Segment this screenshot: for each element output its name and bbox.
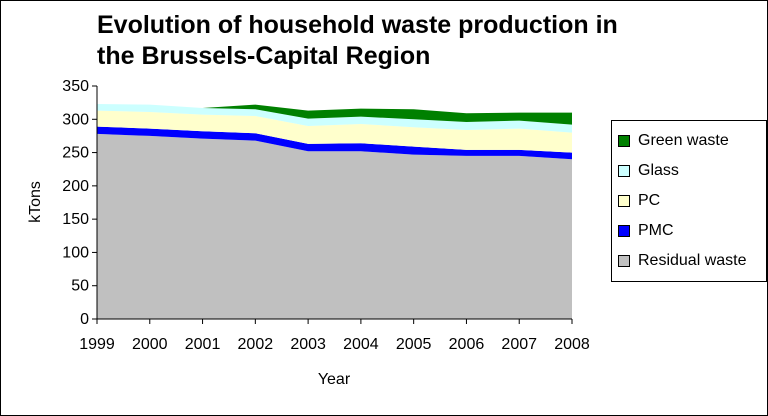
area-pc [97,110,572,153]
y-tick-label: 250 [62,145,89,162]
x-tick-label: 2005 [396,336,432,353]
y-tick-label: 0 [80,311,89,328]
x-tick-label: 2006 [449,336,485,353]
x-tick-label: 2002 [238,336,274,353]
legend-label: Residual waste [638,252,747,269]
x-axis-label: Year [318,371,351,388]
area-residual-waste [97,133,572,319]
x-tick-label: 1999 [79,336,115,353]
x-tick-label: 2008 [554,336,590,353]
area-glass [97,103,572,133]
legend: Green waste Glass PC PMC Residual waste [611,120,767,282]
legend-item-pc: PC [618,190,660,212]
x-tick-label: 2001 [185,336,221,353]
legend-swatch [618,225,630,237]
y-tick-label: 50 [71,278,89,295]
y-tick-label: 100 [62,244,89,261]
axes-group: 0 50 100 150 200 250 300 350 1999 2000 2001 2002 200… [62,78,590,353]
legend-label: PC [638,192,661,209]
legend-swatch [618,135,630,147]
legend-item-glass: Glass [618,160,679,182]
y-tick-label: 200 [62,178,89,195]
area-pmc [97,126,572,160]
legend-swatch [618,195,630,207]
y-tick-label: 350 [62,78,89,95]
x-tick-label: 2000 [132,336,168,353]
x-tick-label: 2007 [501,336,537,353]
chart-title: Evolution of household waste production … [97,11,618,70]
y-axis-label: kTons [27,181,44,223]
legend-label: PMC [638,222,674,239]
area-green-waste [97,103,572,125]
y-tick-label: 150 [62,211,89,228]
legend-item-pmc: PMC [618,220,674,242]
x-tick-label: 2004 [343,336,379,353]
legend-label: Glass [638,162,679,179]
x-tick-label: 2003 [290,336,326,353]
y-tick-label: 300 [62,111,89,128]
legend-swatch [618,165,630,177]
legend-item-residual-waste: Residual waste [618,250,747,272]
area-series-group [97,103,572,319]
legend-item-green-waste: Green waste [618,130,729,152]
legend-label: Green waste [638,132,729,149]
legend-swatch [618,255,630,267]
